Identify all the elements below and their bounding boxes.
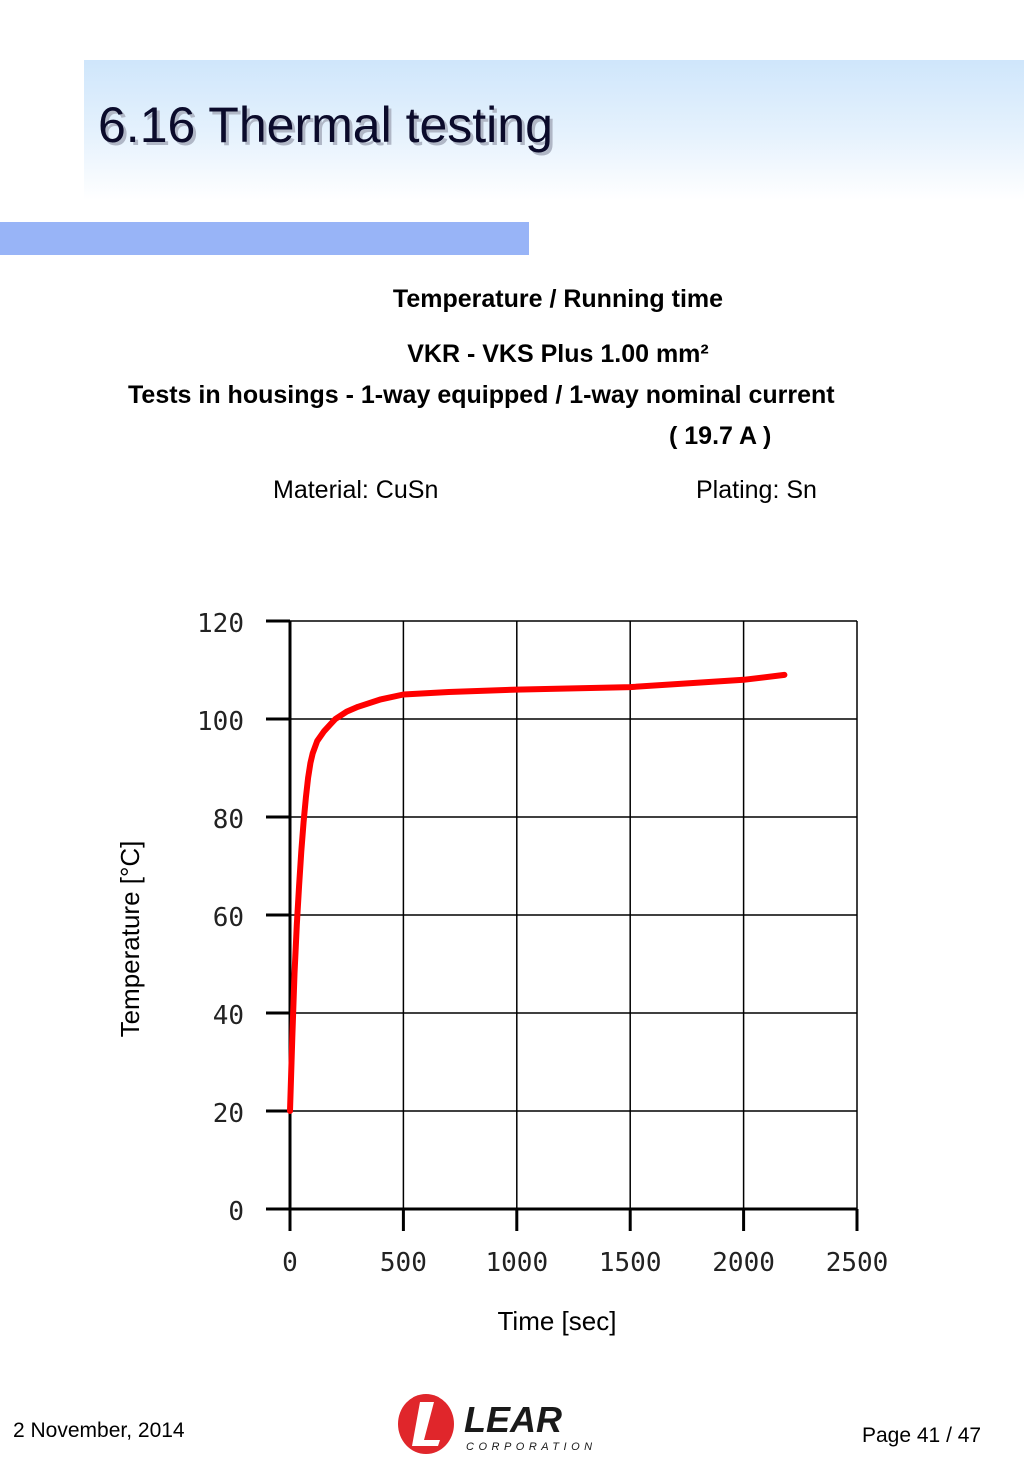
lear-logo-text: LEAR bbox=[464, 1399, 562, 1440]
y-tick-label: 0 bbox=[228, 1197, 244, 1227]
lear-logo-subtext: CORPORATION bbox=[466, 1441, 597, 1453]
y-tick-label: 20 bbox=[213, 1099, 244, 1129]
y-axis-label: Temperature [°C] bbox=[115, 841, 145, 1038]
x-tick-label: 0 bbox=[282, 1248, 298, 1278]
x-tick-label: 2000 bbox=[712, 1248, 775, 1278]
y-tick-label: 100 bbox=[197, 707, 244, 737]
footer-page-number: Page 41 / 47 bbox=[862, 1424, 982, 1447]
accent-bar bbox=[0, 222, 529, 255]
current-heading: ( 19.7 A ) bbox=[669, 422, 772, 450]
y-tick-label: 80 bbox=[213, 805, 244, 835]
title-band bbox=[84, 60, 1024, 200]
product-heading: VKR - VKS Plus 1.00 mm² bbox=[407, 340, 709, 368]
chart-heading: Temperature / Running time bbox=[392, 285, 724, 313]
material-label: Material: CuSn bbox=[273, 476, 439, 504]
y-tick-label: 40 bbox=[213, 1001, 244, 1031]
temperature-curve bbox=[287, 671, 788, 1114]
lear-logo: LEAR CORPORATION bbox=[398, 1394, 597, 1454]
x-tick-label: 1000 bbox=[485, 1248, 548, 1278]
y-tick-label: 120 bbox=[197, 609, 244, 639]
chart-tick-labels: 0 500 1000 1500 2000 2500 0 20 40 60 80 100 120 bbox=[197, 609, 888, 1278]
y-tick-label: 60 bbox=[213, 903, 244, 933]
x-tick-label: 1500 bbox=[599, 1248, 662, 1278]
slide-title: 6.16 Thermal testing bbox=[98, 97, 553, 153]
test-heading: Tests in housings - 1-way equipped / 1-w… bbox=[128, 381, 835, 409]
x-axis-label: Time [sec] bbox=[498, 1306, 617, 1336]
chart-ticks bbox=[266, 619, 859, 1231]
x-tick-label: 500 bbox=[380, 1248, 427, 1278]
x-tick-label: 2500 bbox=[826, 1248, 889, 1278]
chart-grid bbox=[289, 620, 858, 1210]
footer-date: 2 November, 2014 bbox=[13, 1419, 185, 1442]
plating-label: Plating: Sn bbox=[696, 476, 817, 504]
chart-series bbox=[287, 671, 788, 1114]
